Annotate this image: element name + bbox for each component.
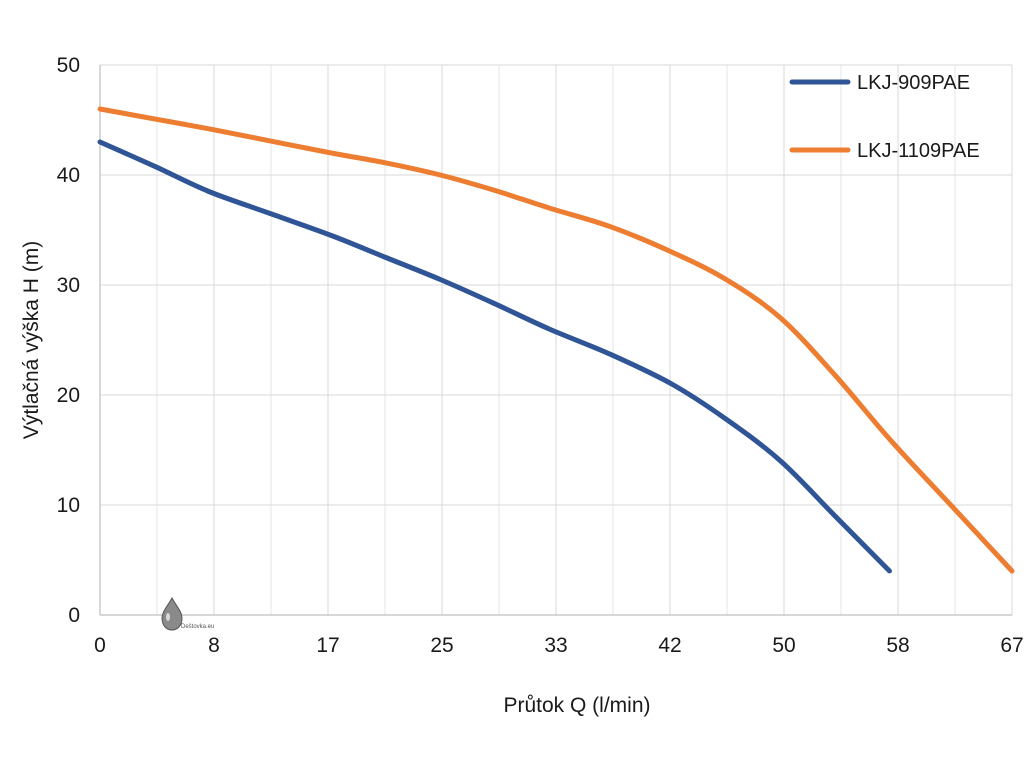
chart-legend: LKJ-909PAE LKJ-1109PAE	[789, 72, 980, 162]
watermark-text: Deštovka.eu	[181, 624, 214, 630]
y-tick-label: 50	[57, 54, 80, 77]
x-tick-label: 17	[316, 634, 339, 657]
x-tick-label: 50	[772, 634, 795, 657]
series-line-2	[97, 106, 1015, 574]
x-tick-labels: 0 8 17 25 33 42 50 58 67	[94, 634, 1024, 657]
chart-series	[97, 106, 1015, 574]
y-tick-label: 20	[57, 384, 80, 407]
x-tick-label: 42	[658, 634, 681, 657]
y-axis-title: Výtlačná výška H (m)	[20, 241, 43, 439]
x-tick-label: 8	[208, 634, 220, 657]
series-line-1	[97, 139, 892, 574]
y-tick-label: 30	[57, 274, 80, 297]
x-tick-label: 58	[886, 634, 909, 657]
water-drop-icon	[161, 596, 183, 631]
y-tick-label: 40	[57, 164, 80, 187]
y-tick-labels: 0 10 20 30 40 50	[57, 54, 80, 627]
x-tick-label: 0	[94, 634, 106, 657]
legend-label: LKJ-1109PAE	[857, 140, 980, 162]
x-tick-label: 67	[1000, 634, 1023, 657]
x-axis-title: Průtok Q (l/min)	[503, 694, 650, 717]
watermark: Deštovka.eu	[161, 596, 214, 631]
legend-label: LKJ-909PAE	[857, 72, 970, 94]
y-tick-label: 10	[57, 494, 80, 517]
x-tick-label: 33	[544, 634, 567, 657]
x-tick-label: 25	[430, 634, 453, 657]
chart-axes	[99, 65, 1012, 616]
y-tick-label: 0	[68, 604, 80, 627]
